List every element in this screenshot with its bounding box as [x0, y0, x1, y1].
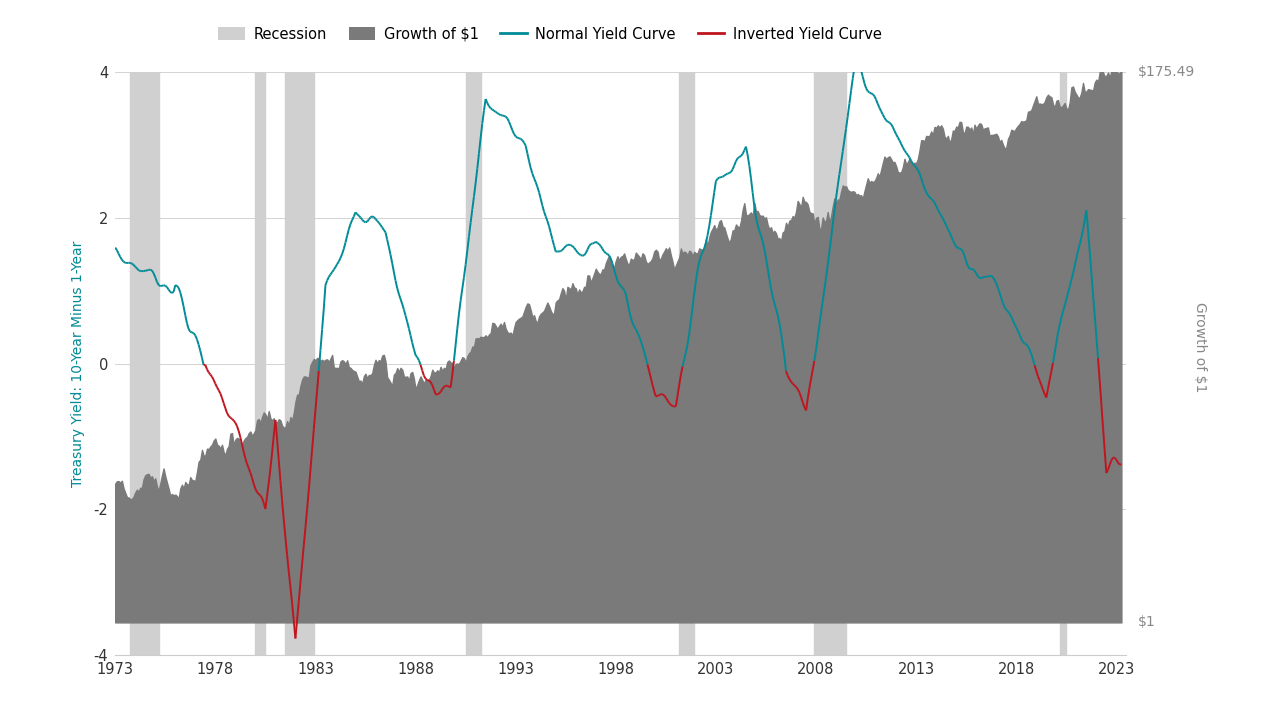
Y-axis label: Treasury Yield: 10-Year Minus 1-Year: Treasury Yield: 10-Year Minus 1-Year [72, 240, 86, 487]
Text: Growth of $1: Growth of $1 [1193, 302, 1207, 392]
Legend: Recession, Growth of $1, Normal Yield Curve, Inverted Yield Curve: Recession, Growth of $1, Normal Yield Cu… [212, 21, 887, 48]
Text: $1: $1 [1138, 616, 1156, 629]
Bar [256, 72, 265, 655]
Bar [1060, 72, 1066, 655]
Bar [680, 72, 694, 655]
Bar [285, 72, 314, 655]
Text: $175.49: $175.49 [1138, 65, 1194, 79]
Bar [131, 72, 159, 655]
Bar [814, 72, 846, 655]
Bar [466, 72, 480, 655]
